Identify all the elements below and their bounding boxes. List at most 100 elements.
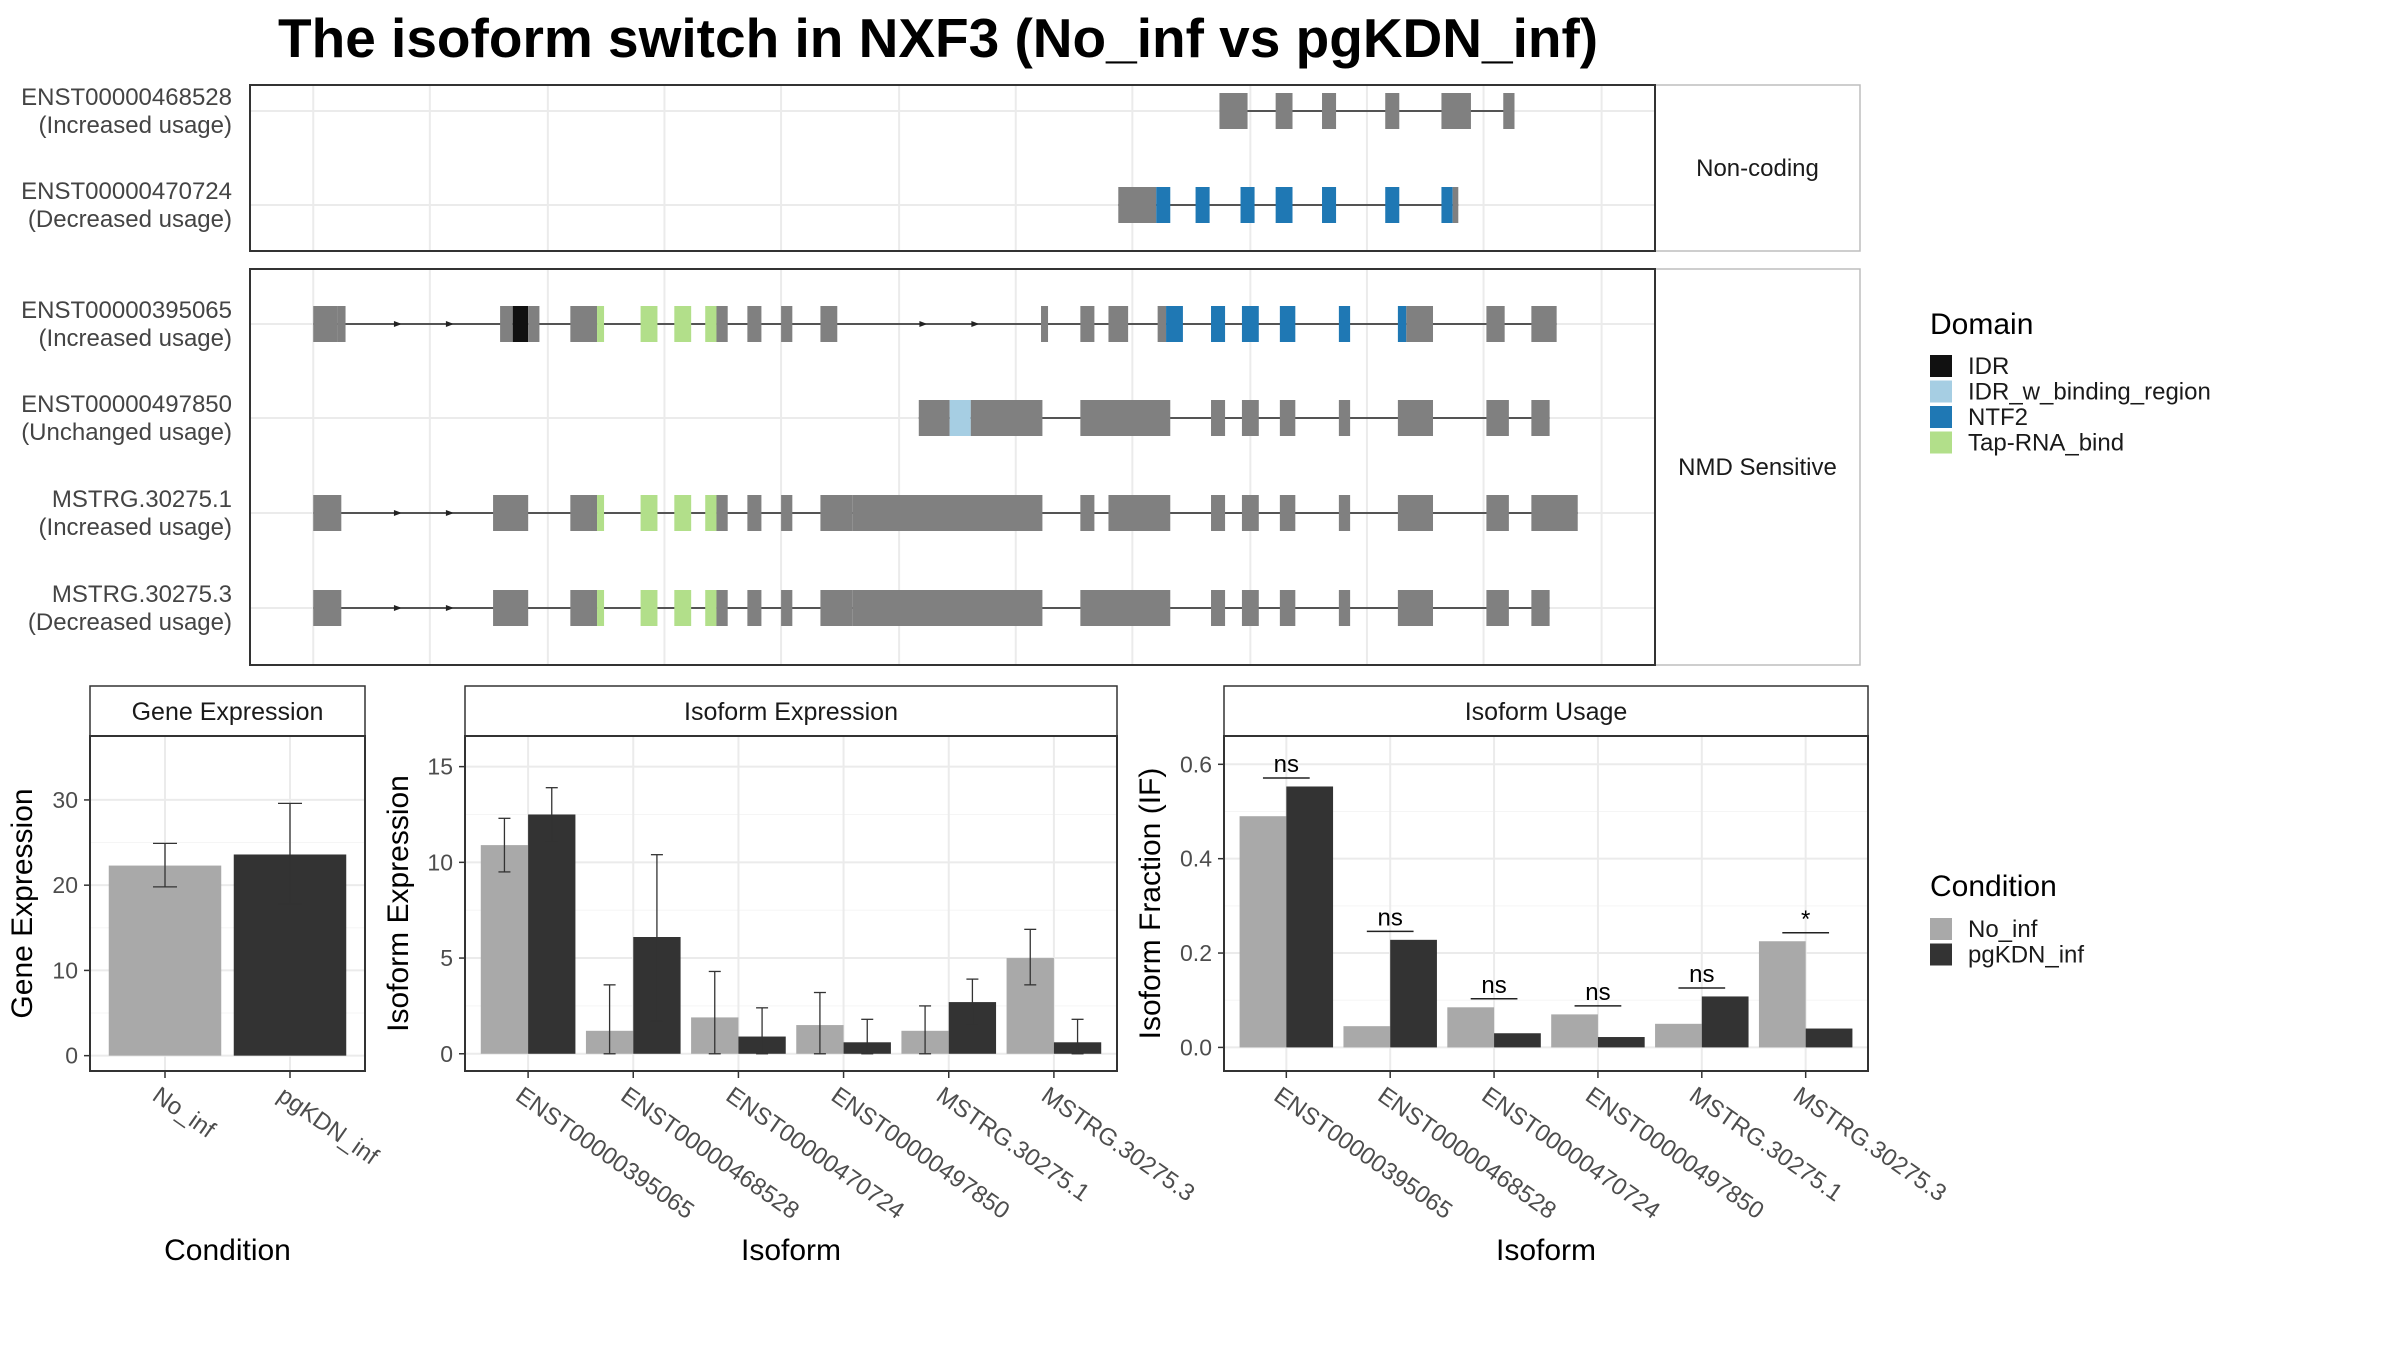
- exon: [716, 590, 728, 626]
- legend-key-IDR: [1930, 355, 1952, 377]
- bar-No_inf-ENST00000468528: [1343, 1026, 1391, 1048]
- transcript-MSTRG.30275.1: MSTRG.30275.1(Increased usage): [39, 486, 1578, 541]
- transcript-id-label: ENST00000497850: [21, 391, 232, 418]
- y-tick-label: 0: [440, 1041, 453, 1067]
- bar-pgKDN_inf-ENST00000395065: [528, 814, 576, 1054]
- transcript-usage-label: (Increased usage): [39, 514, 232, 541]
- strand-arrow: [445, 605, 454, 611]
- exon: [1108, 495, 1171, 531]
- exon: [1531, 400, 1550, 436]
- y-tick-label: 15: [427, 754, 453, 780]
- exon-domain-NTF2: [1166, 306, 1183, 342]
- bar-No_inf-ENST00000395065: [1239, 816, 1287, 1048]
- transcript-usage-label: (Increased usage): [39, 325, 232, 352]
- significance-label: ns: [1689, 961, 1714, 988]
- transcript-ENST00000497850: ENST00000497850(Unchanged usage): [21, 391, 1550, 446]
- exon: [1279, 400, 1296, 436]
- exon: [820, 495, 853, 531]
- x-axis-title: Isoform: [741, 1234, 841, 1267]
- x-axis-title: Isoform: [1496, 1234, 1596, 1267]
- bar-pgKDN_inf-ENST00000468528: [1390, 939, 1437, 1048]
- bar-No_inf-ENST00000497850: [1551, 1014, 1598, 1048]
- exon: [1486, 306, 1505, 342]
- significance-label: ns: [1378, 904, 1403, 931]
- chart-gene-expression: Gene Expression 0 10 20 30 No_inf pgKDN_inf Con…: [6, 685, 384, 1267]
- strand-arrow: [971, 321, 980, 327]
- y-tick-label: 0.4: [1180, 846, 1212, 872]
- exon-domain-Tap-RNA_bind: [705, 306, 717, 342]
- strand-arrow: [445, 510, 454, 516]
- exon-domain-IDR: [512, 306, 529, 342]
- x-tick-label: ENST00000470724: [1477, 1082, 1665, 1225]
- bar-charts: Gene Expression 0 10 20 30 No_inf pgKDN_inf Con…: [6, 685, 1951, 1267]
- x-tick-label: ENST00000497850: [1580, 1082, 1768, 1225]
- exon: [820, 306, 838, 342]
- exon: [1041, 306, 1049, 342]
- bar-pgKDN_inf-MSTRG.30275.1: [1701, 996, 1749, 1048]
- exon-domain-NTF2: [1240, 187, 1255, 223]
- chart-isoform-usage: Isoform Usage 0.0 0.2 0.4 0.6 ns ns ns ns ns * ENST…: [1134, 685, 1951, 1267]
- exon-domain-NTF2: [1156, 187, 1171, 223]
- y-tick-label: 20: [52, 872, 78, 898]
- chart-isoform-expression: Isoform Expression051015ENST00000395065E…: [382, 685, 1199, 1267]
- exon-domain-Tap-RNA_bind: [597, 495, 605, 531]
- x-tick-label: No_inf: [148, 1082, 221, 1144]
- exon: [1241, 495, 1259, 531]
- exon-domain-Tap-RNA_bind: [597, 306, 605, 342]
- exon-domain-NTF2: [1279, 306, 1296, 342]
- exon: [1397, 590, 1434, 626]
- x-tick-label: pgKDN_inf: [273, 1082, 384, 1171]
- legends: Domain IDRIDR_w_binding_regionNTF2Tap-RNA…: [1930, 308, 2211, 969]
- y-axis-title: Isoform Fraction (IF): [1134, 768, 1167, 1040]
- y-tick-label: 0.2: [1180, 940, 1212, 966]
- facet-strip-label: Non-coding: [1696, 155, 1819, 182]
- legend-key-pgKDN_inf: [1930, 943, 1952, 966]
- exon: [1080, 590, 1171, 626]
- facet-strip: [1654, 84, 1861, 252]
- facet-strip: [464, 685, 1118, 737]
- exon: [1080, 495, 1095, 531]
- exon: [528, 306, 540, 342]
- bar-pgKDN_inf-ENST00000470724: [1494, 1033, 1541, 1048]
- facet-strip: [89, 685, 366, 737]
- significance-label: *: [1801, 906, 1810, 933]
- bar-No_inf: [108, 865, 222, 1056]
- figure-title: The isoform switch in NXF3 (No_inf vs pg…: [278, 7, 1598, 69]
- exon: [1241, 400, 1259, 436]
- exon: [1275, 93, 1293, 129]
- exon: [570, 495, 591, 531]
- exon: [1486, 590, 1509, 626]
- exon-domain-Tap-RNA_bind: [674, 306, 692, 342]
- exon: [781, 306, 793, 342]
- exon: [570, 306, 598, 342]
- exon-domain-Tap-RNA_bind: [674, 495, 692, 531]
- strand-arrow: [445, 321, 454, 327]
- transcript-MSTRG.30275.3: MSTRG.30275.3(Decreased usage): [28, 581, 1550, 636]
- exon-domain-Tap-RNA_bind: [674, 590, 692, 626]
- legend-label-No_inf: No_inf: [1968, 916, 2038, 943]
- exon: [1322, 93, 1337, 129]
- exon: [781, 590, 793, 626]
- exon: [1211, 400, 1226, 436]
- significance-label: ns: [1274, 751, 1299, 778]
- facet-strip: [1223, 685, 1869, 737]
- exon-domain-Tap-RNA_bind: [640, 306, 658, 342]
- legend-label-pgKDN_inf: pgKDN_inf: [1968, 942, 2084, 969]
- exon-domain-Tap-RNA_bind: [705, 590, 717, 626]
- exon: [781, 495, 793, 531]
- plot-border: [89, 735, 366, 1072]
- exon: [747, 590, 762, 626]
- strand-arrow: [393, 510, 402, 516]
- legend-label-NTF2: NTF2: [1968, 404, 2028, 431]
- legend-label-IDR: IDR: [1968, 353, 2009, 380]
- exon: [716, 495, 728, 531]
- structure-group: Non-coding ENST00000468528(Increased usag…: [21, 84, 1861, 252]
- exon: [1503, 93, 1515, 129]
- plot-border: [1223, 735, 1869, 1072]
- bar-No_inf-MSTRG.30275.3: [1758, 941, 1806, 1048]
- exon-domain-NTF2: [1275, 187, 1293, 223]
- y-tick-label: 10: [427, 849, 453, 875]
